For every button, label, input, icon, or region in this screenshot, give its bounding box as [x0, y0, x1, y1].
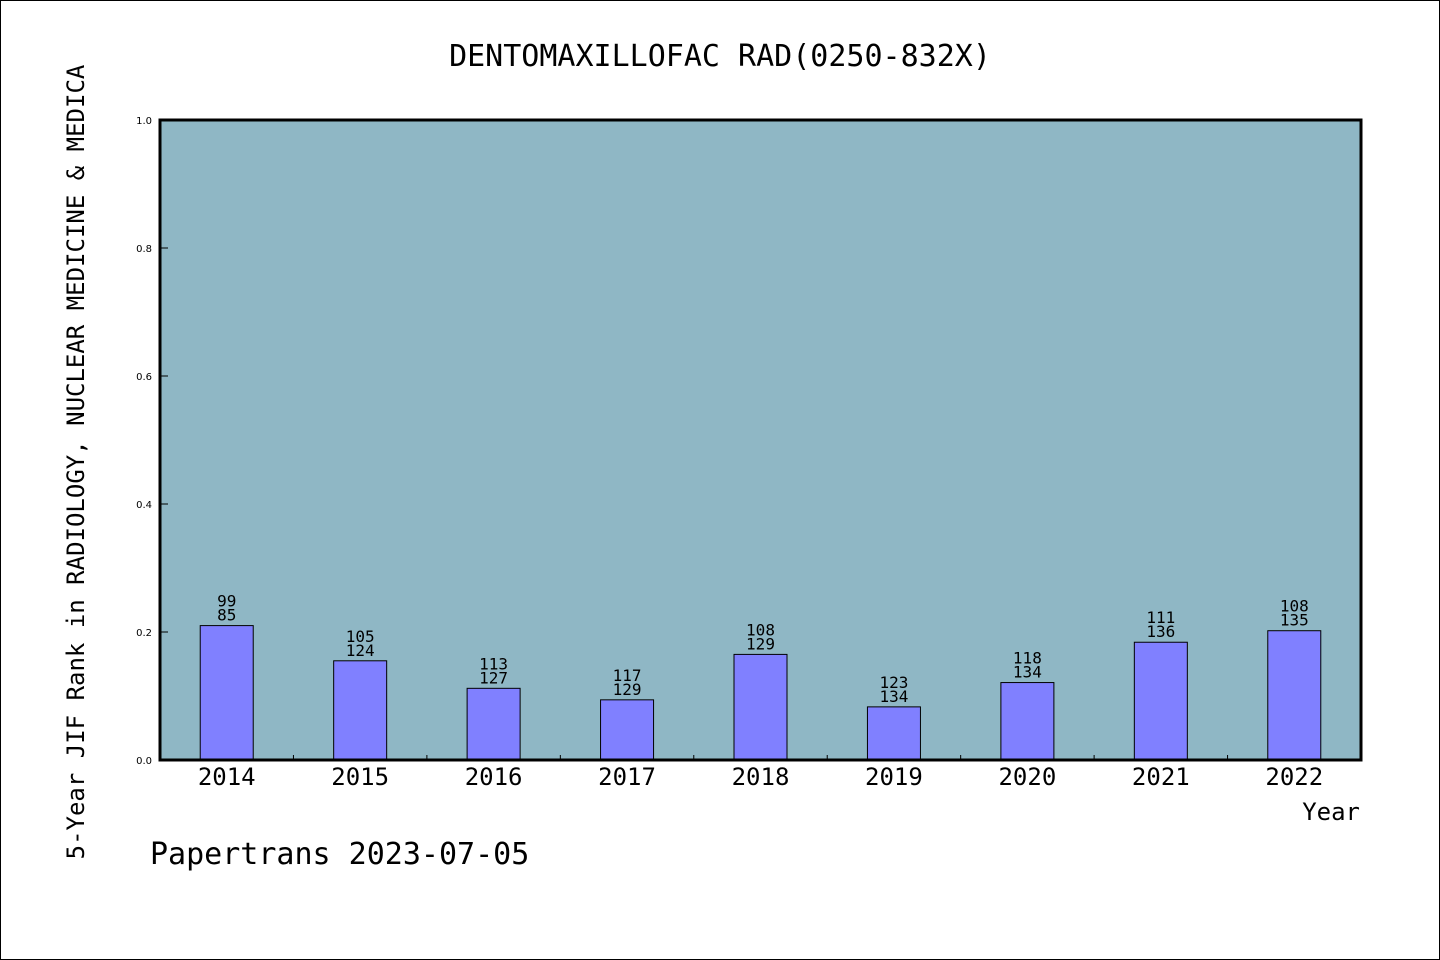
bar-2015	[333, 660, 388, 761]
bar-label-bottom-2021: 136	[1146, 622, 1175, 641]
bar-label-top-2020: 118	[1013, 649, 1042, 668]
x-tick-label-2017: 2017	[598, 763, 656, 791]
x-tick-label-2020: 2020	[998, 763, 1056, 791]
bar-label-bottom-2016: 127	[479, 668, 508, 687]
plot-border	[158, 118, 1363, 762]
bars-group	[199, 625, 1322, 761]
bar-label-bottom-2015: 124	[346, 641, 375, 660]
x-tick-label-2022: 2022	[1265, 763, 1323, 791]
bar-label-bottom-2020: 134	[1013, 663, 1042, 682]
bar-2017	[600, 699, 655, 761]
x-tick-label-2019: 2019	[865, 763, 923, 791]
bar-label-top-2021: 111	[1146, 608, 1175, 627]
bar-label-top-2014: 99	[217, 592, 236, 611]
y-tick-label: 0.4	[136, 500, 152, 511]
x-tick-label-2014: 2014	[198, 763, 256, 791]
bar-label-top-2019: 123	[879, 673, 908, 692]
chart-title: DENTOMAXILLOFAC RAD(0250-832X)	[449, 39, 991, 74]
bar-label-top-2015: 105	[346, 627, 375, 646]
bar-label-top-2016: 113	[479, 654, 508, 673]
bar-label-top-2017: 117	[613, 666, 642, 685]
y-tick-label: 0.2	[136, 628, 152, 639]
bar-label-top-2018: 108	[746, 620, 775, 639]
y-tick-label: 1.0	[136, 116, 152, 127]
x-axis-ticks: 2014 2015 2016 2017 2018 2019 2020 2021 2022	[198, 755, 1323, 791]
bar-2020	[1000, 682, 1055, 761]
bar-label-bottom-2022: 135	[1280, 611, 1309, 630]
bar-label-bottom-2018: 129	[746, 634, 775, 653]
x-tick-label-2018: 2018	[732, 763, 790, 791]
bar-2016	[466, 687, 521, 761]
y-tick-label: 0.8	[136, 244, 152, 255]
bar-2018	[733, 653, 788, 761]
y-tick-label: 0.0	[136, 756, 152, 767]
bar-label-bottom-2017: 129	[613, 680, 642, 699]
bar-2022	[1267, 630, 1322, 761]
bar-2014	[199, 625, 254, 761]
x-axis-label: Year	[1302, 798, 1360, 826]
x-tick-label-2021: 2021	[1132, 763, 1190, 791]
y-axis-label: 5-Year JIF Rank in RADIOLOGY, NUCLEAR ME…	[62, 64, 90, 859]
bar-label-bottom-2014: 85	[217, 606, 236, 625]
bar-2019	[866, 706, 921, 761]
bar-2021	[1133, 641, 1188, 761]
bar-label-bottom-2019: 134	[879, 687, 908, 706]
x-tick-label-2015: 2015	[331, 763, 389, 791]
y-tick-label: 0.6	[136, 372, 152, 383]
bar-label-top-2022: 108	[1280, 597, 1309, 616]
footer-text: Papertrans 2023-07-05	[150, 837, 529, 872]
x-tick-label-2016: 2016	[465, 763, 523, 791]
